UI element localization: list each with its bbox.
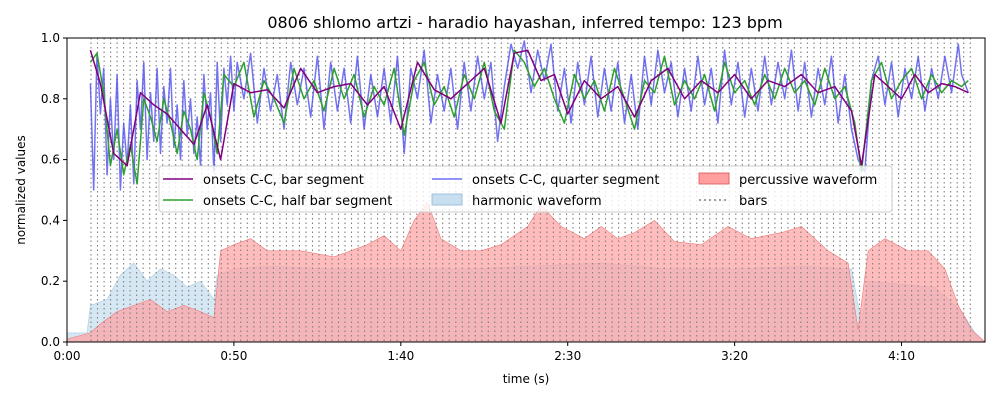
series-line: [89, 40, 970, 191]
y-tick-label: 1.0: [41, 31, 60, 45]
x-tick-label: 3:20: [721, 349, 748, 363]
y-axis: 0.0 0.2 0.4 0.6 0.8 1.0: [41, 31, 67, 349]
plot-layer: [67, 38, 985, 342]
y-axis-label: normalized values: [14, 135, 28, 245]
legend-swatch: [698, 172, 730, 185]
x-tick-label: 4:10: [888, 349, 915, 363]
legend-label: percussive waveform: [739, 173, 877, 188]
series-line: [89, 49, 969, 167]
legend-label: bars: [739, 194, 768, 209]
y-tick-label: 0.0: [41, 335, 60, 349]
x-axis: 0:00 0:50 1:40 2:30 3:20 4:10: [54, 342, 915, 363]
legend-label: onsets C-C, quarter segment: [472, 173, 659, 188]
x-tick-label: 0:00: [54, 349, 81, 363]
y-tick-label: 0.2: [41, 274, 60, 288]
y-tick-label: 0.6: [41, 153, 60, 167]
plot-frame: [66, 37, 986, 343]
legend: onsets C-C, bar segment onsets C-C, half …: [158, 165, 893, 213]
y-tick-label: 0.4: [41, 213, 60, 227]
legend-label: onsets C-C, bar segment: [203, 173, 364, 188]
legend-label: onsets C-C, half bar segment: [203, 194, 392, 209]
x-axis-label: time (s): [503, 372, 550, 386]
legend-label: harmonic waveform: [472, 194, 602, 209]
legend-swatch: [431, 193, 463, 206]
y-tick-label: 0.8: [41, 92, 60, 106]
chart-title: 0806 shlomo artzi - haradio hayashan, in…: [267, 13, 782, 32]
x-tick-label: 2:30: [554, 349, 581, 363]
x-tick-label: 0:50: [220, 349, 247, 363]
percussive-waveform-area: [67, 201, 985, 342]
x-tick-label: 1:40: [387, 349, 414, 363]
